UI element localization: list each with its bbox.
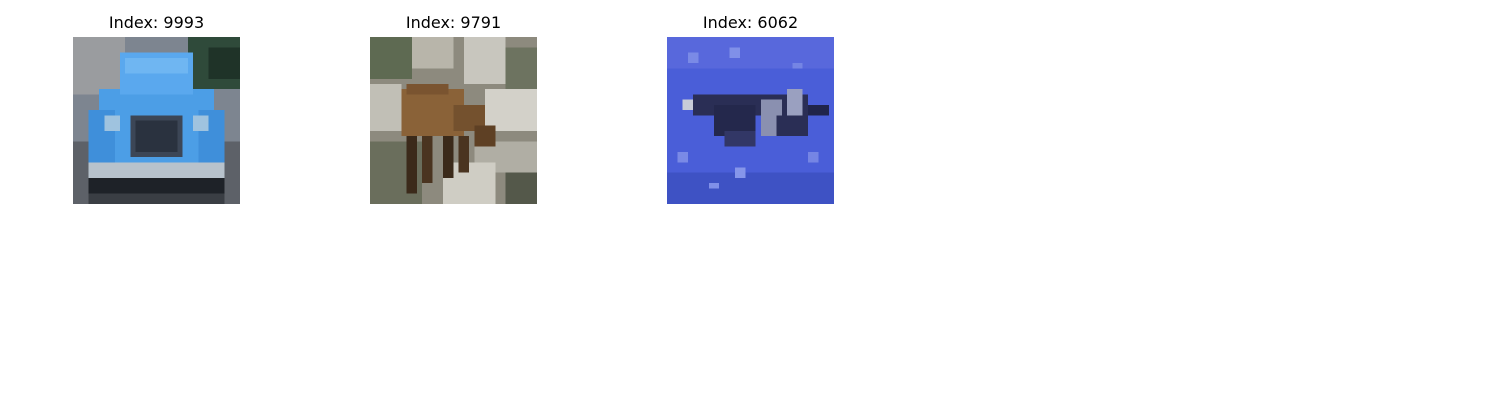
image-title: Index: 6062 [702,13,799,32]
car-image [73,37,240,204]
image-panel: Index: 9993 [73,10,240,204]
jet-image [667,37,834,204]
deer-image [370,37,537,204]
image-title: Index: 9993 [108,13,205,32]
image-panel: Index: 6062 [667,10,834,204]
image-title: Index: 9791 [405,13,502,32]
image-panel: Index: 9791 [370,10,537,204]
